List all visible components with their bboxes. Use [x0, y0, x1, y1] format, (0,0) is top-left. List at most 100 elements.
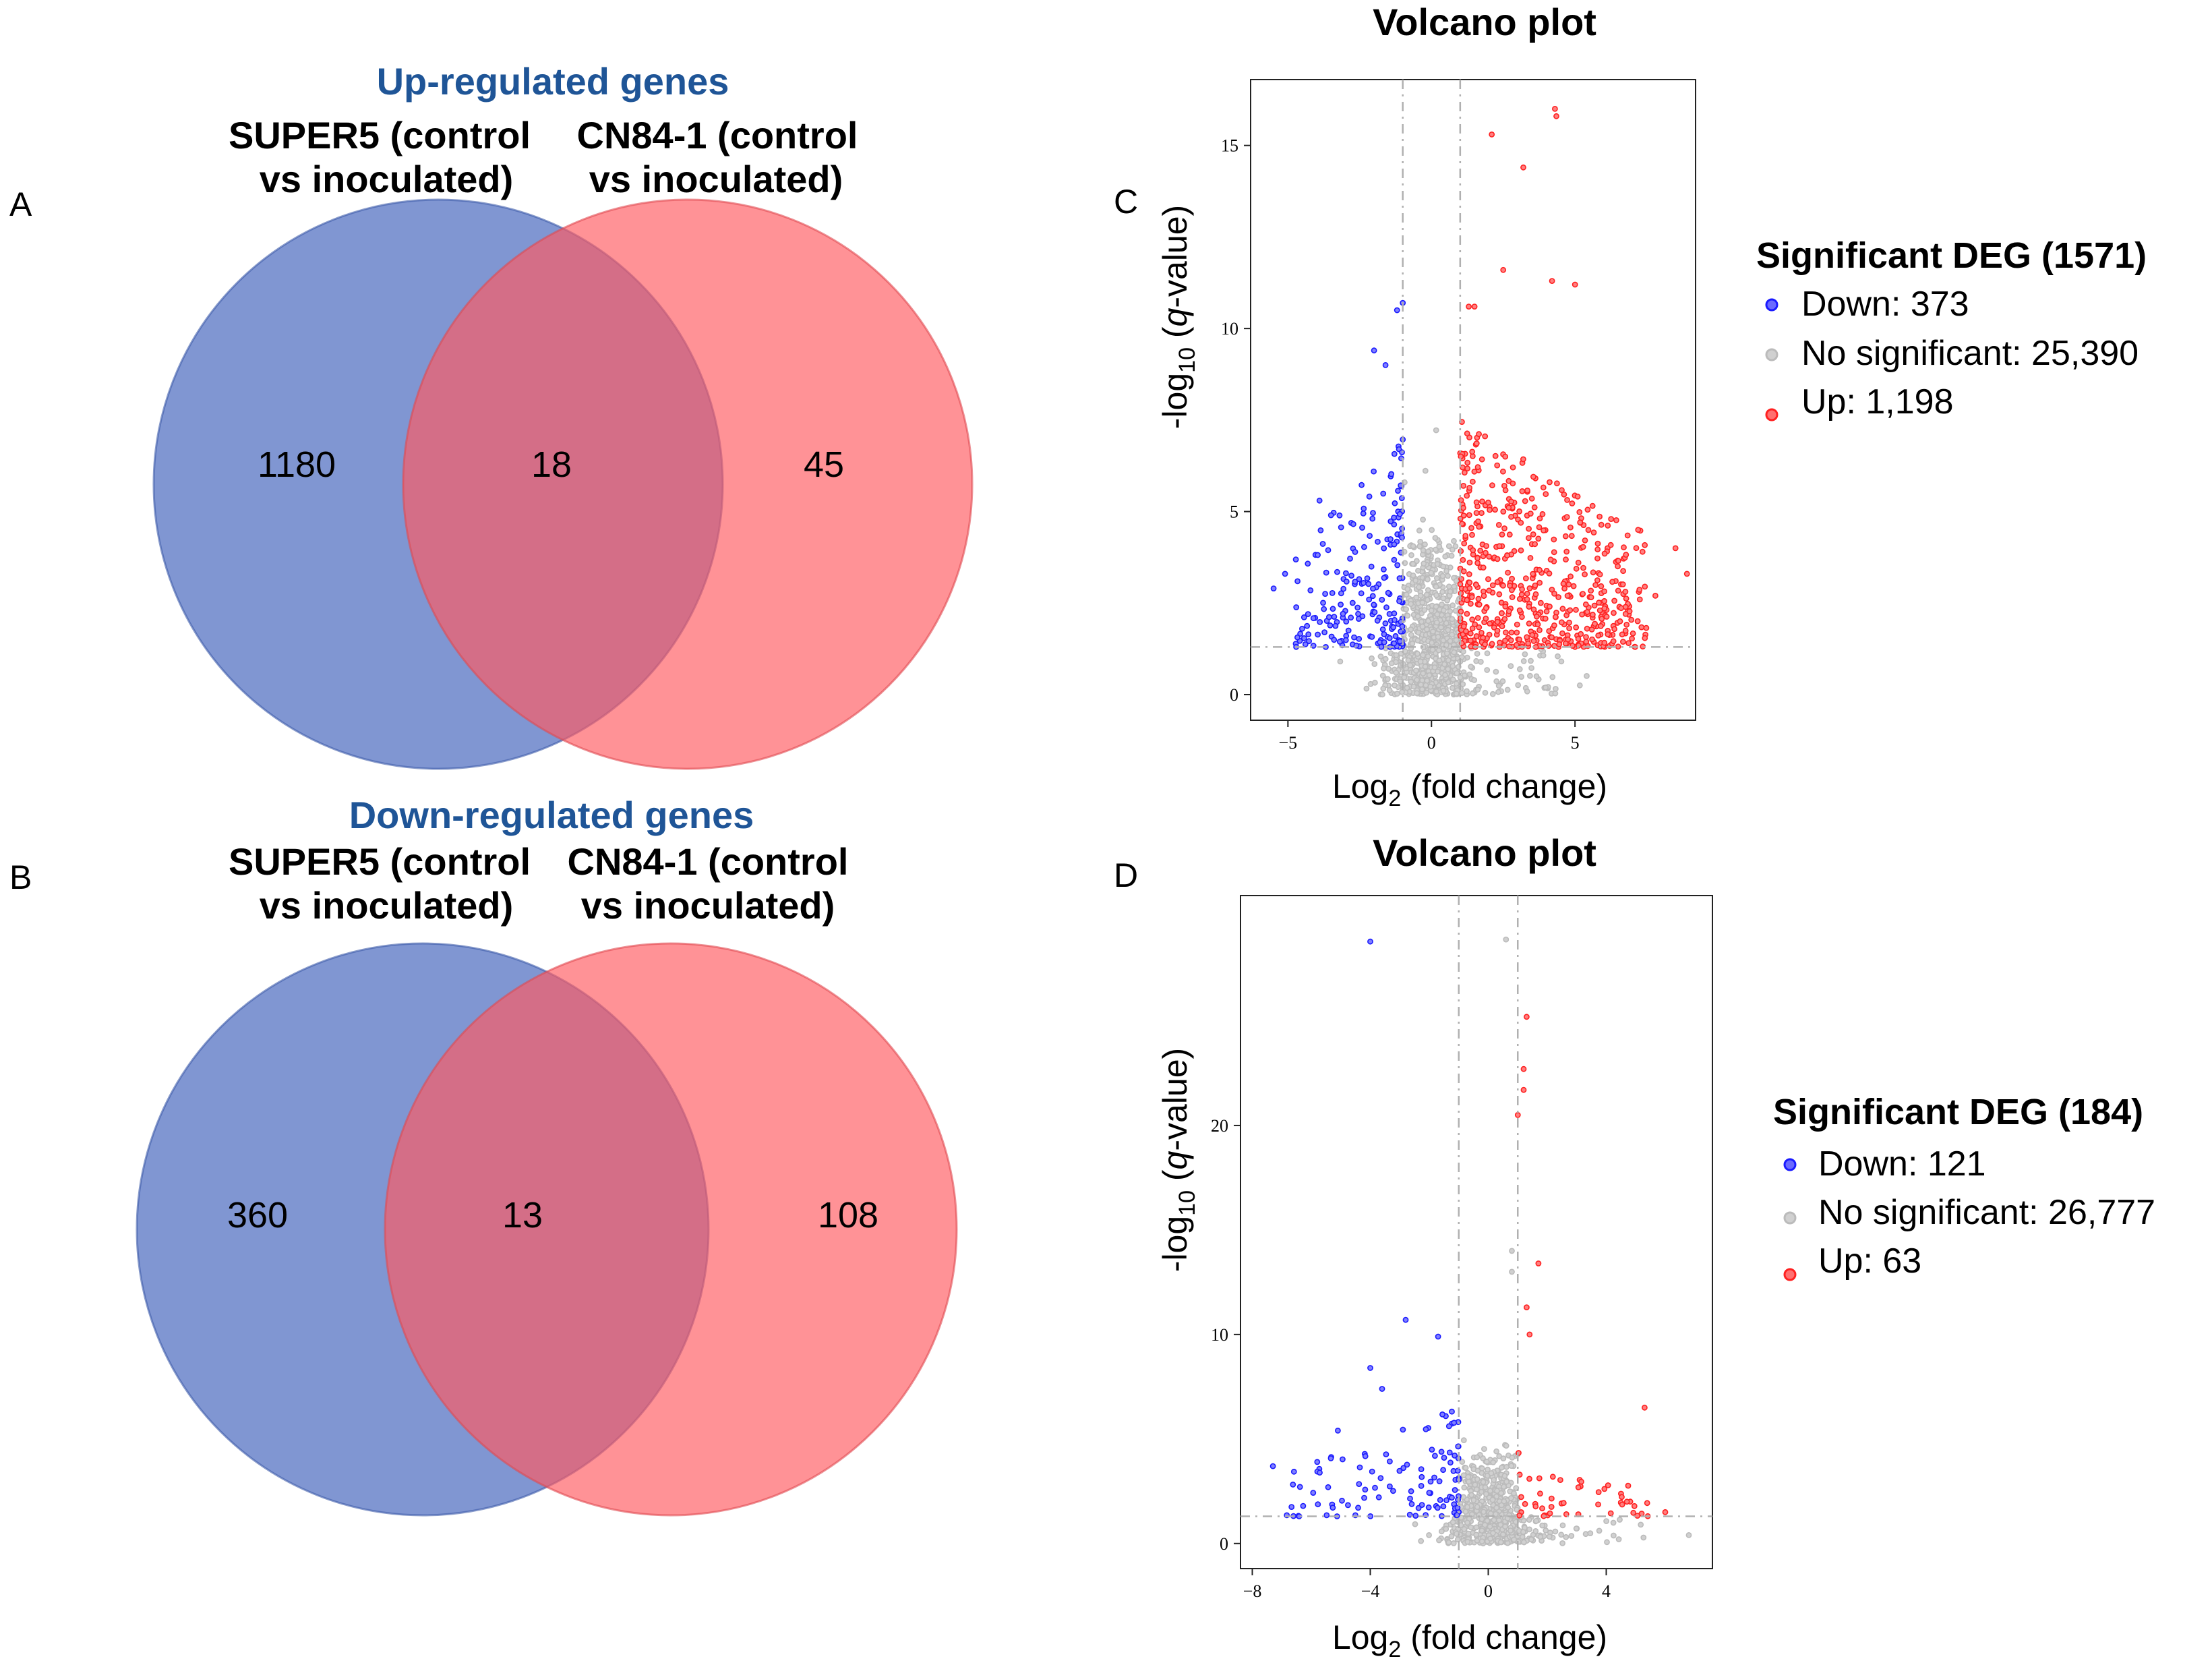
volcano-d-point-not-significant: [1468, 1524, 1474, 1531]
volcano-c-point-up: [1591, 602, 1598, 609]
volcano-c-point-down: [1390, 624, 1397, 631]
volcano-c-point-up: [1630, 630, 1636, 637]
volcano-c-point-up: [1489, 131, 1495, 138]
volcano-c-point-down: [1379, 597, 1385, 603]
volcano-c-point-not-significant: [1440, 607, 1447, 614]
volcano-d-point-up: [1630, 1509, 1637, 1516]
volcano-c-point-up: [1558, 619, 1565, 626]
volcano-c-point-up: [1476, 431, 1482, 438]
volcano-c-point-down: [1302, 641, 1309, 647]
volcano-c-point-not-significant: [1449, 546, 1456, 553]
volcano-d-point-up: [1549, 1474, 1556, 1480]
volcano-c-point-down: [1352, 549, 1358, 555]
volcano-c-point-not-significant: [1576, 682, 1583, 689]
volcano-c-point-not-significant: [1552, 686, 1559, 692]
panel-c: C Volcano plot −5 0 5 0 5 10 15 Log2 (fold cha…: [1114, 1, 2147, 811]
volcano-c-point-up: [1507, 583, 1513, 589]
volcano-c-point-down: [1387, 536, 1394, 542]
volcano-c-point-down: [1310, 615, 1317, 622]
volcano-c-point-up: [1483, 605, 1489, 612]
volcano-d-point-up: [1514, 1112, 1521, 1118]
volcano-d-point-up: [1548, 1504, 1555, 1510]
volcano-d-point-down: [1437, 1496, 1443, 1503]
volcano-c-point-down: [1334, 568, 1340, 575]
volcano-c-point-not-significant: [1445, 543, 1452, 550]
volcano-c-point-up: [1462, 533, 1469, 539]
volcano-c-point-up: [1458, 608, 1464, 615]
volcano-c-point-not-significant: [1457, 674, 1464, 680]
volcano-c-point-up: [1499, 623, 1505, 629]
volcano-c-y-tick-label: 10: [1221, 319, 1238, 339]
volcano-c-point-up: [1489, 641, 1495, 647]
volcano-c-point-up: [1485, 499, 1491, 506]
volcano-c-point-up: [1530, 531, 1536, 537]
volcano-c-point-up: [1567, 607, 1574, 614]
volcano-c-point-not-significant: [1434, 611, 1441, 618]
volcano-c-point-not-significant: [1417, 658, 1424, 665]
volcano-d-point-not-significant: [1443, 1525, 1449, 1532]
volcano-c-point-down: [1360, 510, 1367, 517]
volcano-d-point-down: [1431, 1474, 1437, 1481]
volcano-c-point-up: [1563, 548, 1570, 555]
volcano-c-point-down: [1381, 545, 1387, 552]
volcano-c-point-up: [1580, 591, 1586, 597]
volcano-c-point-down: [1369, 515, 1376, 522]
volcano-c-point-up: [1520, 456, 1526, 463]
volcano-c-point-up: [1501, 616, 1508, 622]
volcano-d-point-up: [1539, 1505, 1545, 1512]
volcano-c-point-down: [1361, 544, 1367, 550]
volcano-d-point-not-significant: [1559, 1522, 1566, 1529]
volcano-c-point-up: [1466, 559, 1473, 566]
volcano-c-point-not-significant: [1447, 638, 1454, 644]
volcano-c-point-up: [1467, 630, 1474, 637]
volcano-c-point-up: [1619, 639, 1626, 645]
volcano-c-point-down: [1305, 631, 1312, 638]
volcano-c-point-up: [1477, 548, 1484, 554]
volcano-d-point-down: [1440, 1467, 1446, 1474]
venn-b-left-set-label-line1: SUPER5 (control: [229, 840, 531, 883]
volcano-d-point-up: [1631, 1502, 1638, 1509]
volcano-c-point-up: [1526, 525, 1532, 532]
volcano-d-point-not-significant: [1503, 1478, 1509, 1485]
volcano-c-point-down: [1392, 500, 1398, 506]
volcano-d-point-not-significant: [1485, 1466, 1491, 1473]
volcano-c-point-down: [1307, 587, 1314, 593]
volcano-c-point-up: [1536, 627, 1543, 633]
volcano-c-point-up: [1494, 628, 1501, 634]
volcano-c-point-not-significant: [1433, 619, 1440, 626]
volcano-c-point-up: [1588, 587, 1594, 594]
volcano-c-point-not-significant: [1515, 682, 1522, 689]
volcano-c-point-down: [1323, 569, 1329, 576]
volcano-c-point-not-significant: [1449, 676, 1456, 682]
volcano-d-point-down: [1427, 1478, 1434, 1485]
volcano-d-point-up: [1536, 1475, 1543, 1482]
volcano-c-point-not-significant: [1436, 544, 1443, 550]
volcano-d-point-down: [1418, 1474, 1425, 1480]
volcano-c-point-not-significant: [1424, 626, 1430, 633]
volcano-c-legend: Significant DEG (1571) Down: 373 No sign…: [1756, 235, 2147, 421]
volcano-c-point-down: [1345, 627, 1352, 634]
volcano-d-point-up: [1644, 1500, 1650, 1507]
volcano-c-point-up: [1505, 477, 1512, 484]
volcano-c-point-up: [1460, 568, 1467, 575]
volcano-d-x-tick-label: 4: [1602, 1581, 1611, 1601]
volcano-d-point-not-significant: [1487, 1510, 1494, 1517]
volcano-c-point-up: [1565, 581, 1572, 588]
volcano-c-point-not-significant: [1410, 573, 1416, 579]
volcano-c-point-not-significant: [1516, 666, 1523, 672]
volcano-d-point-down: [1434, 1505, 1441, 1511]
volcano-c-point-up: [1559, 487, 1565, 494]
volcano-c-points: [1270, 105, 1690, 698]
volcano-c-point-up: [1502, 637, 1508, 644]
volcano-d-point-down: [1451, 1420, 1458, 1426]
volcano-d-point-not-significant: [1511, 1490, 1517, 1496]
volcano-c-point-up: [1620, 568, 1626, 575]
volcano-d-point-down: [1296, 1484, 1303, 1490]
volcano-c-point-up: [1549, 634, 1555, 641]
volcano-d-legend-down: Down: 121: [1818, 1144, 1986, 1184]
volcano-d-x-tick-label: 0: [1484, 1581, 1493, 1601]
volcano-c-point-up: [1537, 600, 1544, 606]
volcano-c-point-down: [1331, 614, 1338, 620]
volcano-c-point-up: [1556, 641, 1563, 647]
volcano-c-point-down: [1350, 521, 1356, 527]
